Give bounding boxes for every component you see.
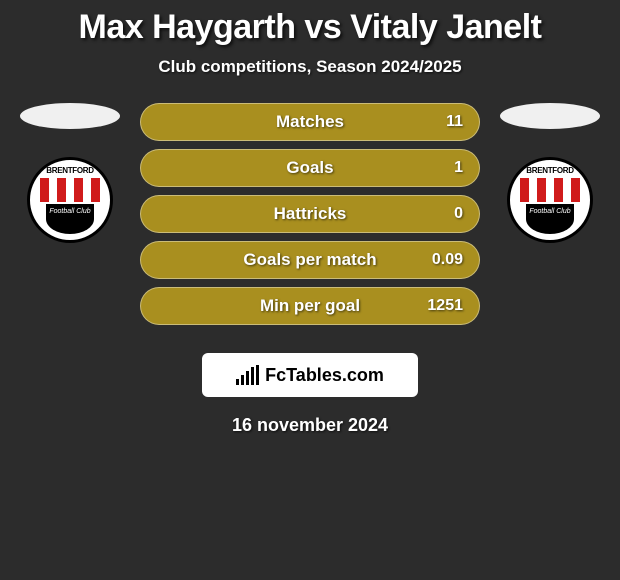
stat-label: Matches [276, 112, 344, 132]
left-player-column: BRENTFORD Football Club [20, 103, 120, 243]
player-photo-placeholder-left [20, 103, 120, 129]
club-badge-right: BRENTFORD Football Club [507, 157, 593, 243]
stats-bar-list: Matches 11 Goals 1 Hattricks 0 Goals per match… [140, 103, 480, 325]
stat-row: Goals 1 [140, 149, 480, 187]
badge-stripes [40, 178, 100, 202]
stat-label: Hattricks [274, 204, 347, 224]
stat-row: Matches 11 [140, 103, 480, 141]
stat-row: Hattricks 0 [140, 195, 480, 233]
stat-value-right: 0 [454, 205, 463, 223]
brand-footer[interactable]: FcTables.com [202, 353, 418, 397]
stat-value-right: 11 [446, 113, 463, 131]
stat-row: Min per goal 1251 [140, 287, 480, 325]
brand-text: FcTables.com [265, 365, 384, 386]
brand-bars-icon [236, 365, 259, 385]
badge-shield: Football Club [46, 204, 94, 234]
badge-stripes [520, 178, 580, 202]
club-badge-left: BRENTFORD Football Club [27, 157, 113, 243]
stat-row: Goals per match 0.09 [140, 241, 480, 279]
comparison-content: BRENTFORD Football Club Matches 11 Goals 1 H… [0, 103, 620, 325]
right-player-column: BRENTFORD Football Club [500, 103, 600, 243]
stat-value-right: 1 [454, 159, 463, 177]
badge-shield: Football Club [526, 204, 574, 234]
player-photo-placeholder-right [500, 103, 600, 129]
stat-label: Min per goal [260, 296, 360, 316]
club-name-top: BRENTFORD [526, 166, 574, 175]
stat-value-right: 1251 [427, 297, 463, 315]
comparison-title: Max Haygarth vs Vitaly Janelt [0, 0, 620, 47]
stat-value-right: 0.09 [432, 251, 463, 269]
footer-date: 16 november 2024 [0, 415, 620, 436]
comparison-subtitle: Club competitions, Season 2024/2025 [0, 57, 620, 77]
stat-label: Goals per match [243, 250, 376, 270]
club-name-top: BRENTFORD [46, 166, 94, 175]
stat-label: Goals [286, 158, 333, 178]
